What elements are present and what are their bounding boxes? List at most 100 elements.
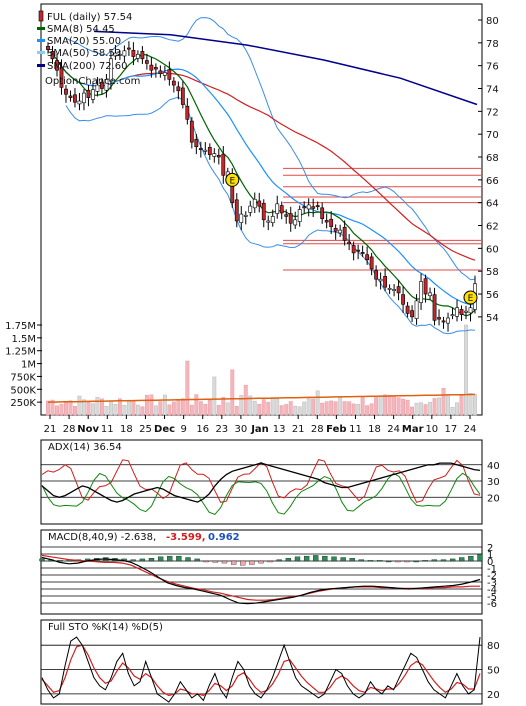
- macd-histogram-bar: [395, 560, 401, 563]
- volume-bar: [428, 401, 432, 416]
- price-tick-label: 64: [486, 199, 499, 210]
- candle-body: [158, 70, 163, 74]
- indicator-tick-label: 0: [487, 557, 493, 568]
- legend-label: SMA(8) 54.45: [47, 24, 115, 35]
- legend-swatch: [37, 39, 45, 42]
- legend-entry: SMA(20) 55.00: [37, 36, 121, 47]
- date-label: 25: [139, 424, 152, 435]
- volume-bar: [77, 395, 82, 416]
- volume-average-line: [48, 393, 476, 403]
- macd-histogram-bar: [276, 559, 282, 562]
- volume-bar: [464, 324, 468, 416]
- macd-histogram-bar: [477, 554, 483, 562]
- candle-body: [243, 214, 248, 217]
- macd-histogram-bar: [349, 558, 355, 562]
- candle-body: [109, 58, 113, 82]
- volume-bar: [198, 401, 203, 416]
- volume-bar: [401, 398, 406, 416]
- legend-swatch: [37, 64, 45, 67]
- candle-body: [279, 205, 284, 214]
- candle-body: [252, 198, 257, 209]
- legend-label: SMA(50) 58.53: [47, 48, 121, 59]
- candle-body: [86, 89, 91, 98]
- candle-body: [338, 229, 343, 234]
- price-tick-label: 78: [486, 39, 499, 50]
- candle-body: [297, 209, 302, 222]
- macd-histogram-bar: [413, 560, 419, 563]
- macd-histogram-bar: [468, 555, 474, 562]
- volume-bars: [46, 324, 477, 416]
- date-label: 18: [368, 424, 381, 435]
- candle-body: [324, 220, 329, 223]
- volume-bar: [338, 396, 343, 416]
- volume-bar: [437, 397, 441, 416]
- volume-bar: [225, 402, 230, 416]
- volume-bar: [135, 404, 140, 416]
- volume-bar: [383, 394, 388, 416]
- date-label: 30: [235, 424, 248, 435]
- date-label: Feb: [326, 424, 346, 435]
- candle-body: [100, 81, 104, 89]
- volume-bar: [185, 360, 190, 416]
- volume-bar: [378, 395, 383, 416]
- candle-body: [351, 245, 356, 254]
- candle-body: [144, 60, 149, 64]
- volume-bar: [473, 394, 477, 416]
- volume-bar: [212, 376, 217, 416]
- macd-histogram-bar: [331, 556, 337, 562]
- candle-body: [127, 47, 131, 50]
- price-tick-label: 66: [486, 176, 499, 187]
- volume-bar: [279, 405, 284, 416]
- volume-bar: [131, 400, 136, 416]
- date-label: Dec: [154, 424, 175, 435]
- candle-body: [306, 204, 311, 210]
- event-marker: [225, 172, 240, 187]
- volume-bar: [351, 403, 356, 416]
- volume-bar: [180, 398, 185, 416]
- volume-bar: [153, 405, 158, 416]
- candle-body: [378, 278, 383, 282]
- volume-bar: [144, 394, 149, 416]
- volume-bar: [73, 406, 77, 416]
- candle-body: [113, 52, 118, 57]
- macd-histogram-bar: [185, 557, 191, 562]
- date-label: 16: [196, 424, 209, 435]
- macd-histogram-bar: [258, 560, 264, 564]
- event-marker: [463, 290, 478, 305]
- candle-body: [450, 314, 455, 317]
- volume-bar: [176, 399, 181, 416]
- indicator-tick-label: 50: [487, 666, 500, 677]
- candle-body: [311, 206, 316, 209]
- volume-bar: [414, 402, 419, 416]
- macd-histogram-bar: [66, 560, 73, 562]
- price-legend: FUL (daily) 57.54 SMA(8) 54.45 SMA(20) 5…: [37, 10, 140, 87]
- volume-bar: [315, 390, 320, 416]
- volume-bar: [329, 400, 334, 416]
- candle-body: [104, 79, 109, 91]
- macd-histogram-bar: [57, 560, 63, 562]
- indicator-tick-label: 30: [487, 477, 500, 488]
- candle-body: [95, 84, 100, 92]
- sto-d-line: [41, 644, 481, 697]
- candle-body: [468, 307, 473, 314]
- event-marker-label: E: [468, 294, 474, 304]
- price-tick-label: 54: [486, 313, 499, 324]
- date-label: 23: [215, 424, 228, 435]
- volume-bar: [405, 399, 410, 416]
- volume-bar: [86, 401, 91, 416]
- indicator-tick-label: -5: [487, 592, 497, 603]
- volume-bar: [446, 394, 450, 416]
- candle-body: [333, 228, 338, 232]
- candle-body: [198, 148, 203, 150]
- volume-tick-label: 500K: [10, 385, 36, 396]
- sma200-line: [93, 30, 478, 106]
- volume-bar: [82, 399, 86, 416]
- candle-body: [347, 241, 352, 245]
- volume-bar: [194, 394, 199, 416]
- volume-bar: [216, 405, 221, 416]
- candle-body: [149, 64, 154, 71]
- sto-panel-frame: [40, 619, 483, 705]
- indicator-tick-label: 2: [487, 543, 493, 554]
- macd-histogram-bar: [267, 560, 273, 563]
- candle-body: [396, 286, 401, 294]
